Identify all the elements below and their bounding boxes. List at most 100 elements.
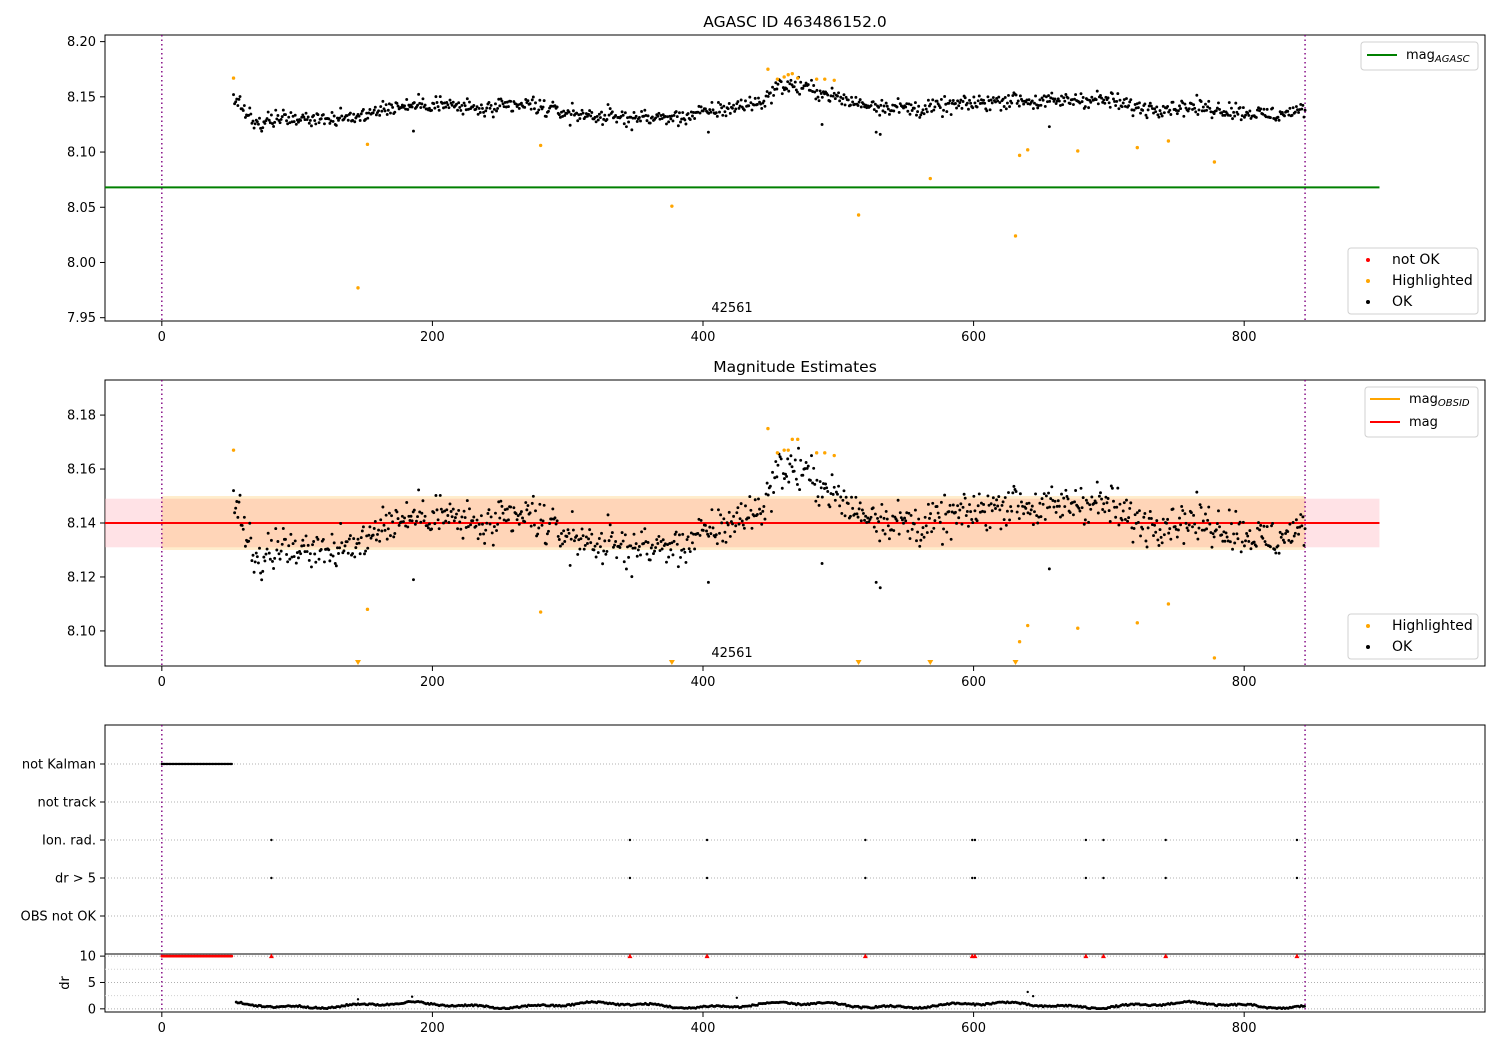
ok-point	[601, 123, 605, 127]
ok-point	[331, 554, 335, 558]
ok-point	[363, 552, 366, 556]
ok-point	[831, 492, 835, 496]
ok-point	[310, 565, 313, 569]
ok-point	[1291, 520, 1295, 524]
ok-point	[360, 529, 364, 533]
ok-point	[954, 102, 957, 105]
ok-point	[775, 475, 779, 479]
ok-point	[615, 120, 619, 124]
ok-point	[531, 494, 535, 498]
ok-point	[468, 100, 471, 104]
magnitude-title: Magnitude Estimates	[713, 358, 877, 376]
magnitude-x-axis: 0 200 400 600 800	[158, 666, 1257, 690]
ok-point	[280, 115, 284, 119]
ok-point	[808, 88, 812, 92]
ok-point	[1296, 108, 1299, 112]
ok-point	[839, 495, 843, 499]
ok-point	[720, 521, 724, 525]
ok-point	[575, 534, 579, 538]
ok-point	[742, 526, 746, 530]
highlighted-point	[790, 71, 794, 76]
ok-point	[1005, 509, 1009, 513]
ok-point	[312, 540, 316, 543]
ok-point	[576, 119, 580, 123]
ok-point	[332, 541, 336, 545]
highlighted-point	[365, 607, 370, 612]
ok-point	[457, 508, 461, 512]
ok-point	[1025, 502, 1029, 506]
ok-point	[1078, 509, 1082, 513]
agasc-title: AGASC ID 463486152.0	[703, 13, 887, 31]
ok-point	[1089, 507, 1093, 511]
ok-point	[649, 546, 653, 550]
legend-mag-label: mag	[1409, 415, 1438, 430]
ok-point	[772, 93, 776, 97]
ok-point	[366, 546, 370, 550]
ok-point	[981, 509, 984, 513]
ok-point	[478, 532, 482, 536]
ok-point	[806, 464, 810, 468]
y-tick-label: 8.14	[67, 517, 96, 532]
highlighted-point	[670, 204, 674, 208]
ok-point	[1246, 534, 1250, 538]
ok-point	[554, 522, 558, 526]
ok-point	[267, 551, 271, 555]
ok-point	[445, 101, 449, 104]
ok-point	[462, 101, 466, 105]
ok-point	[744, 504, 747, 508]
ok-point	[1182, 542, 1186, 545]
ok-point	[1099, 491, 1102, 495]
ok-point	[869, 104, 873, 107]
ok-point	[290, 555, 294, 559]
ok-point	[862, 102, 865, 106]
ok-point	[759, 102, 763, 106]
ok-point	[1231, 547, 1234, 551]
ok-point	[1176, 528, 1180, 532]
highlighted-point	[856, 213, 861, 217]
ok-point	[843, 514, 847, 518]
ok-point	[941, 542, 944, 546]
ok-point	[459, 108, 463, 112]
ok-point	[797, 446, 800, 450]
ok-point	[322, 560, 326, 564]
ok-point	[1277, 551, 1281, 555]
ok-point	[916, 530, 920, 534]
ok-point	[488, 106, 492, 110]
ok-point	[1001, 97, 1005, 101]
ok-point	[402, 520, 405, 523]
ok-point	[830, 473, 834, 477]
highlighted-point	[231, 76, 236, 80]
ok-point	[279, 117, 283, 121]
ok-point	[715, 542, 719, 546]
ok-point	[899, 516, 903, 520]
ok-point	[333, 562, 337, 565]
ok-point	[825, 486, 829, 490]
ok-point	[961, 100, 965, 103]
ok-point	[517, 106, 521, 110]
ok-point	[354, 546, 358, 550]
ok-point	[440, 510, 444, 514]
ok-point	[623, 111, 627, 115]
ok-point	[1036, 106, 1040, 110]
ok-point	[1300, 524, 1304, 528]
ok-point	[579, 112, 583, 116]
legend-ok-marker	[1366, 645, 1370, 649]
ok-point	[840, 511, 844, 515]
ok-point	[1131, 114, 1135, 118]
ok-point	[678, 111, 681, 115]
ok-point	[906, 109, 910, 113]
ok-point	[805, 466, 809, 470]
ok-point	[826, 93, 830, 97]
ok-point	[1041, 502, 1045, 506]
ok-point	[828, 505, 832, 509]
ok-point	[1288, 522, 1292, 526]
ok-point	[857, 507, 861, 511]
ok-point	[820, 562, 824, 565]
ok-point	[1293, 110, 1297, 114]
ok-point	[291, 114, 295, 118]
ok-point	[478, 111, 482, 114]
ok-point	[939, 500, 943, 504]
ok-point	[913, 101, 917, 105]
ok-point	[497, 97, 501, 101]
ok-point	[1028, 512, 1032, 516]
